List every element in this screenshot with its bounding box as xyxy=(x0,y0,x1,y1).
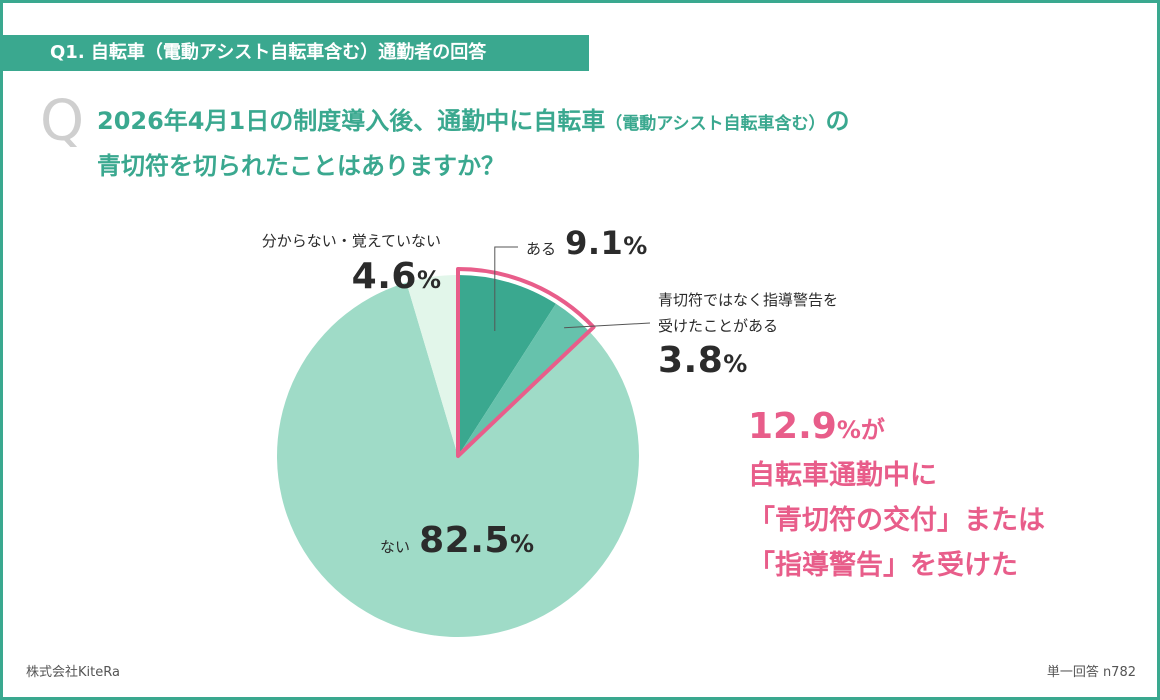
footer-company: 株式会社KiteRa xyxy=(26,665,120,680)
question-line1-note: （電動アシスト自転車含む） xyxy=(605,114,826,134)
question-header: Q1. 自転車（電動アシスト自転車含む）通勤者の回答 xyxy=(3,35,589,71)
label-nai-value: 82.5 xyxy=(419,520,510,561)
highlight-outline xyxy=(456,267,596,458)
label-unknown: 分からない・覚えていない 4.6% xyxy=(215,228,441,306)
label-unknown-unit: % xyxy=(416,266,441,294)
q-mark: Q xyxy=(40,89,85,154)
highlight-suffix: %が xyxy=(836,416,885,444)
label-unknown-value: 4.6 xyxy=(351,256,417,297)
label-aru: ある 9.1% xyxy=(526,224,647,262)
pie-slice-unknown xyxy=(406,275,458,456)
label-unknown-text: 分からない・覚えていない xyxy=(261,232,441,250)
label-warning-line1: 青切符ではなく指導警告を xyxy=(658,291,839,309)
question-line1: 2026年4月1日の制度導入後、通勤中に自転車 xyxy=(97,107,606,135)
highlight-line4: 「指導警告」を受けた xyxy=(748,550,1018,581)
label-nai-unit: % xyxy=(509,530,534,558)
leader-aru xyxy=(494,246,518,331)
label-warning: 青切符ではなく指導警告を 受けたことがある 3.8% xyxy=(658,287,838,387)
label-warning-line2: 受けたことがある xyxy=(658,317,779,335)
label-aru-text: ある xyxy=(526,240,557,258)
highlight-callout: 12.9%が 自転車通勤中に 「青切符の交付」または 「指導警告」を受けた xyxy=(748,404,1088,588)
label-warning-unit: % xyxy=(723,350,748,378)
pie-slice-aru xyxy=(458,275,556,456)
label-nai: ない 82.5% xyxy=(380,520,534,561)
question-text: 2026年4月1日の制度導入後、通勤中に自転車（電動アシスト自転車含む）の 青切… xyxy=(97,100,1017,187)
highlight-number: 12.9 xyxy=(748,406,837,447)
label-nai-text: ない xyxy=(380,538,411,556)
footer-note: 単一回答 n782 xyxy=(1046,665,1136,680)
pie-slice-warning xyxy=(458,303,590,456)
highlight-line3: 「青切符の交付」または xyxy=(748,505,1045,536)
label-aru-unit: % xyxy=(623,232,648,260)
label-warning-value: 3.8 xyxy=(658,340,724,381)
leader-warning xyxy=(564,322,651,329)
label-aru-value: 9.1 xyxy=(565,224,624,262)
highlight-line2: 自転車通勤中に xyxy=(748,460,937,491)
question-line2: 青切符を切られたことはありますか？ xyxy=(97,152,505,180)
question-line1-end: の xyxy=(825,107,850,135)
